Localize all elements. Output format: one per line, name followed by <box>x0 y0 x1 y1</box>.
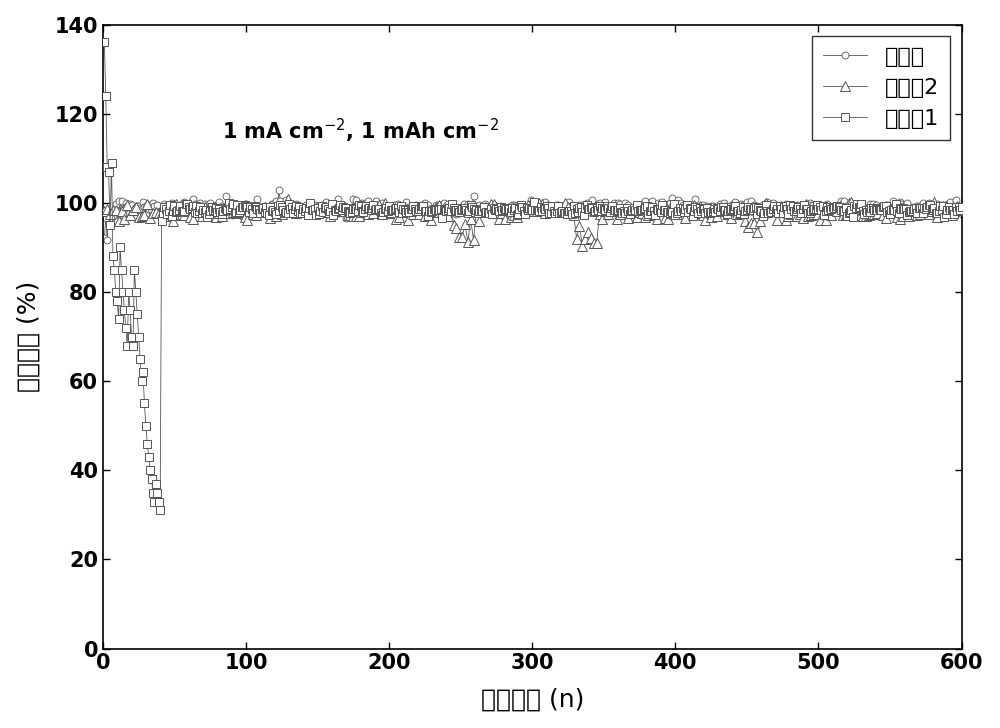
对照组2 <box>101 205 113 213</box>
实验组 <box>606 206 618 215</box>
对照组2 <box>614 210 626 218</box>
Y-axis label: 库伦效率 (%): 库伦效率 (%) <box>17 281 41 392</box>
实验组 <box>101 236 113 245</box>
对照组2 <box>825 210 837 219</box>
对照组1 <box>251 205 263 214</box>
对照组1 <box>320 202 332 211</box>
对照组1 <box>956 202 968 211</box>
实验组 <box>747 207 759 216</box>
对照组1 <box>154 506 166 515</box>
对照组1 <box>488 203 500 212</box>
Legend: 实验组, 对照组2, 对照组1: 实验组, 对照组2, 对照组1 <box>812 36 950 141</box>
实验组 <box>489 205 501 213</box>
对照组2 <box>611 214 623 223</box>
对照组2 <box>282 194 294 203</box>
实验组 <box>251 194 263 203</box>
对照组1 <box>98 38 110 47</box>
对照组1 <box>672 206 684 215</box>
对照组2 <box>954 206 966 215</box>
实验组 <box>956 210 968 218</box>
实验组 <box>273 186 285 194</box>
Line: 对照组2: 对照组2 <box>99 194 965 251</box>
Text: 1 mA cm$^{-2}$, 1 mAh cm$^{-2}$: 1 mA cm$^{-2}$, 1 mAh cm$^{-2}$ <box>222 116 499 145</box>
对照组1 <box>605 204 617 213</box>
实验组 <box>674 208 686 217</box>
实验组 <box>322 203 334 212</box>
Line: 实验组: 实验组 <box>101 187 965 244</box>
对照组1 <box>745 205 757 213</box>
X-axis label: 循环圈数 (n): 循环圈数 (n) <box>481 687 584 711</box>
Line: 对照组1: 对照组1 <box>100 39 966 515</box>
对照组2 <box>98 207 110 215</box>
对照组2 <box>880 214 892 223</box>
实验组 <box>98 234 110 242</box>
对照组2 <box>628 205 640 214</box>
对照组2 <box>576 242 588 250</box>
